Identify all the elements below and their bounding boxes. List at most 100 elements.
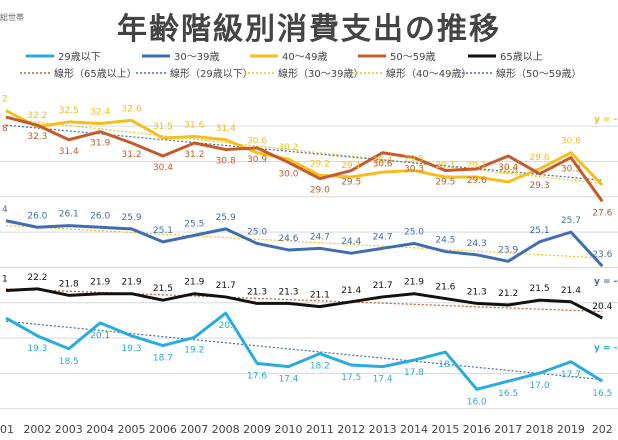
- data-label: 28.8: [498, 166, 518, 176]
- legend-label: 50～59歳: [390, 51, 435, 63]
- data-label: 29.3: [530, 181, 550, 191]
- x-tick-label: 2007: [180, 423, 208, 436]
- data-label: 21.2: [498, 289, 518, 299]
- data-label: 21.9: [90, 278, 110, 288]
- data-label: 26.0: [90, 211, 110, 221]
- data-label: 19.3: [27, 344, 47, 354]
- data-label: 25.0: [404, 227, 424, 237]
- data-label: 8: [2, 124, 8, 134]
- legend-label: 線形（29歳以下）: [170, 67, 253, 80]
- data-label: 30.6: [373, 160, 393, 170]
- data-label: 24.3: [467, 239, 487, 249]
- x-tick-label: 2013: [369, 423, 397, 436]
- data-label: 31.2: [184, 150, 204, 160]
- data-label: 26.0: [27, 211, 47, 221]
- x-tick-label: 2003: [55, 423, 83, 436]
- x-tick-label: 2002: [23, 423, 51, 436]
- series-line: [5, 311, 604, 391]
- data-label: 29.4: [373, 156, 393, 166]
- data-label: 21.4: [341, 286, 361, 296]
- chart-title: 年齢階級別消費支出の推移: [117, 12, 501, 47]
- x-tick-label: 2014: [400, 423, 428, 436]
- x-tick-label: 202: [592, 423, 613, 436]
- data-label: 21.7: [373, 281, 393, 291]
- data-label: 21.9: [122, 278, 142, 288]
- x-tick-label: 2017: [494, 423, 522, 436]
- legend-label: 線形（50～59歳）: [496, 67, 581, 80]
- data-label: 21.8: [59, 279, 79, 289]
- data-label: 21.6: [435, 283, 455, 293]
- data-label: 29.1: [467, 161, 487, 171]
- equation-label: y = -: [594, 115, 618, 125]
- data-label: 30.6: [247, 137, 267, 147]
- data-label: 24.6: [278, 234, 298, 244]
- data-label: 18.2: [310, 362, 330, 372]
- data-label: 24.7: [310, 232, 330, 242]
- series-line: [5, 287, 603, 320]
- data-label: 17.5: [341, 373, 361, 383]
- data-label: 19.2: [184, 345, 204, 355]
- equation-label: y = -: [594, 343, 618, 353]
- data-label: 31.5: [153, 122, 173, 132]
- x-tick-label: 2018: [526, 423, 554, 436]
- data-label: 21.3: [247, 287, 267, 297]
- data-label: 29.2: [310, 159, 330, 169]
- data-label: 19.3: [122, 344, 142, 354]
- legend-label: 線形（65歳以上）: [54, 67, 137, 80]
- series-line: [5, 109, 604, 187]
- data-label: 16.5: [592, 389, 612, 399]
- data-label: 21.3: [278, 287, 298, 297]
- data-label: 32.2: [27, 111, 47, 121]
- data-label: 29.5: [435, 178, 455, 188]
- series-line: [5, 219, 604, 268]
- x-tick-label: 2015: [431, 423, 459, 436]
- data-label: 25.1: [153, 226, 173, 236]
- data-label: 25.9: [122, 213, 142, 223]
- data-label: 25.0: [247, 227, 267, 237]
- data-label: 20.4: [592, 302, 612, 312]
- x-tick-label: 2011: [306, 423, 334, 436]
- data-label: 31.2: [122, 150, 142, 160]
- data-label: 24.4: [341, 237, 361, 247]
- data-label: 29.6: [467, 176, 487, 186]
- data-label: 21.5: [530, 284, 550, 294]
- data-label: 21.9: [184, 278, 204, 288]
- x-tick-label: 2006: [149, 423, 177, 436]
- data-label: 21.9: [404, 278, 424, 288]
- data-label: 30.3: [404, 165, 424, 175]
- data-label: 29.1: [341, 161, 361, 171]
- equation-label: y = -0.: [594, 277, 618, 287]
- data-label: 21.7: [216, 281, 236, 291]
- data-label: 29.0: [310, 186, 330, 196]
- data-label: 25.9: [216, 213, 236, 223]
- data-label: 29.6: [530, 153, 550, 163]
- data-label: 26.1: [59, 210, 79, 220]
- data-label: 23.6: [592, 250, 612, 260]
- data-label: 30.4: [153, 163, 173, 173]
- x-tick-label: 2005: [118, 423, 146, 436]
- legend-label: 29歳以下: [58, 51, 101, 63]
- data-label: 18.5: [59, 357, 79, 367]
- x-tick-label: 2010: [274, 423, 302, 436]
- data-label: 32.4: [90, 108, 110, 118]
- data-label: 17.8: [404, 368, 424, 378]
- data-label: 30.2: [278, 143, 298, 153]
- data-label: 29.1: [435, 161, 455, 171]
- data-label: 21.4: [561, 286, 581, 296]
- data-label: 20.1: [90, 331, 110, 341]
- data-label: 31.9: [90, 139, 110, 149]
- data-label: 2: [2, 95, 8, 105]
- data-label: 24.5: [435, 236, 455, 246]
- x-tick-label: 2016: [463, 423, 491, 436]
- legend-label: 線形（30～39歳）: [278, 67, 363, 80]
- data-label: 30.0: [278, 169, 298, 179]
- legend-label: 65歳以上: [500, 51, 543, 63]
- data-label: 20.: [219, 321, 233, 331]
- data-label: 17.0: [530, 381, 550, 391]
- data-label: 30.6: [561, 137, 581, 147]
- data-label: 17.4: [373, 375, 393, 385]
- data-label: 21.3: [467, 287, 487, 297]
- data-label: 17.4: [278, 375, 298, 385]
- data-label: 22.2: [27, 273, 47, 283]
